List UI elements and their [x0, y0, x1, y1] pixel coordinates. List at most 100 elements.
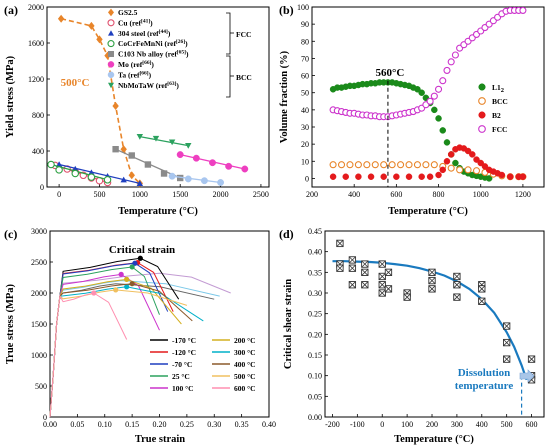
- data-point: [160, 170, 168, 177]
- y-tick-label: 400: [32, 147, 44, 156]
- y-tick-label: 1200: [28, 75, 44, 84]
- data-point: [128, 152, 135, 159]
- arrow-icon: [519, 369, 535, 383]
- data-point: [225, 162, 233, 170]
- y-tick-label: 0.00: [308, 413, 322, 422]
- y-tick-label: 3000: [31, 227, 47, 236]
- data-point: [503, 355, 511, 363]
- panel-d-plot-frame: [324, 230, 545, 418]
- critical-strain-point: [137, 255, 143, 261]
- legend-label: 500 °C: [234, 372, 256, 381]
- critical-strain-point: [118, 271, 124, 277]
- data-point-l1: [431, 106, 438, 114]
- panel-c-data: Critical strain: [49, 244, 231, 418]
- point-cross: [503, 322, 511, 330]
- data-point: [176, 151, 184, 159]
- panel-b-ticks: 200 400 600 800 1000 1200 0 10 20 30 40 50 60 70 80 90 1…: [297, 3, 531, 199]
- data-point: [184, 175, 192, 183]
- y-tick-label: 80: [301, 37, 309, 46]
- legend-label: Ta (ref[66]): [118, 70, 152, 79]
- y-tick-label: 0: [305, 174, 309, 183]
- annotation-560c: 560°C: [376, 67, 405, 79]
- data-point-bcc: [464, 166, 472, 174]
- panel-a-xlabel: Temperature (°C): [118, 206, 198, 217]
- data-point: [55, 166, 63, 174]
- panel-b-label: (b): [279, 3, 294, 17]
- data-point-bcc: [363, 161, 371, 169]
- point-cross: [348, 264, 356, 272]
- data-point-fcc: [426, 97, 434, 105]
- legend-marker: [478, 111, 486, 119]
- y-tick-label: 90: [301, 20, 309, 29]
- x-tick-label: 0.20: [153, 420, 167, 429]
- panel-d-label: (d): [279, 227, 294, 241]
- point-cross: [453, 293, 461, 301]
- extra-stress-strain-curve: [49, 272, 231, 418]
- point-cross: [453, 272, 461, 280]
- series-trend-line: [172, 175, 221, 184]
- data-point-b2: [405, 173, 413, 180]
- data-point: [478, 297, 486, 305]
- y-tick-label: 500: [35, 382, 47, 391]
- x-tick-label: 0.00: [43, 420, 57, 429]
- panel-b-xlabel: Temperature (°C): [388, 206, 468, 217]
- y-tick-label: 100: [297, 3, 309, 12]
- data-point-fcc: [434, 85, 443, 93]
- x-tick-label: 600: [526, 420, 538, 429]
- data-point: [378, 289, 386, 297]
- y-tick-label: 1500: [31, 320, 47, 329]
- point-cross: [378, 281, 386, 289]
- legend-marker: [108, 8, 114, 17]
- legend-label: -170 °C: [172, 336, 196, 345]
- point-cross: [336, 239, 344, 247]
- data-point: [378, 281, 386, 289]
- data-point: [403, 293, 411, 301]
- y-tick-label: 0.30: [308, 289, 322, 298]
- x-tick-label: 100: [401, 420, 413, 429]
- x-tick-label: 200: [426, 420, 438, 429]
- panel-a-legend: GS2.5Cu (ref[41]) 304 steel (ref[44])CoCr…: [107, 8, 252, 98]
- data-point-bcc: [413, 161, 422, 169]
- data-point-fcc: [430, 92, 438, 100]
- legend-marker: [107, 61, 115, 68]
- data-point-b2: [435, 171, 442, 179]
- x-tick-label: -200: [325, 420, 340, 429]
- y-tick-label: 70: [301, 54, 309, 63]
- data-point: [361, 260, 369, 268]
- data-point: [361, 281, 369, 289]
- data-point: [503, 322, 511, 330]
- legend-label: -70 °C: [172, 360, 192, 369]
- data-point-b2: [342, 173, 349, 180]
- stress-strain-curve: [49, 292, 128, 418]
- legend-label: B2: [492, 111, 501, 120]
- data-point-b2: [507, 173, 514, 180]
- data-point-b2: [481, 163, 489, 170]
- legend-label: GS2.5: [118, 8, 138, 17]
- annotation-dissolution: Dissolution: [458, 367, 511, 379]
- data-point-bcc: [397, 161, 405, 169]
- data-point-bcc: [329, 161, 337, 169]
- data-point-bcc: [371, 161, 379, 169]
- critical-strain-point: [124, 276, 130, 282]
- legend-label: L12: [492, 83, 504, 94]
- data-point-l1: [452, 159, 459, 167]
- data-point: [348, 264, 357, 272]
- data-point: [428, 276, 436, 285]
- stress-strain-curve: [49, 257, 180, 418]
- panel-c-legend: -170 °C -120 °C -70 °C 25 °C 100 °C 200 °C 300…: [150, 336, 256, 393]
- series-trend-line: [58, 163, 140, 185]
- data-point: [527, 355, 536, 363]
- data-point: [217, 179, 225, 186]
- data-point-bcc: [430, 161, 438, 169]
- data-point-b2: [519, 173, 527, 180]
- x-tick-label: 1500: [172, 190, 188, 199]
- data-point: [428, 285, 436, 293]
- legend-label: C103 Nb alloy (ref[65]): [118, 50, 189, 59]
- legend-label: -120 °C: [172, 348, 196, 357]
- point-cross: [528, 376, 536, 384]
- data-point-b2: [439, 166, 447, 174]
- x-tick-label: 600: [390, 190, 402, 199]
- panel-a-plot-frame: [46, 6, 270, 188]
